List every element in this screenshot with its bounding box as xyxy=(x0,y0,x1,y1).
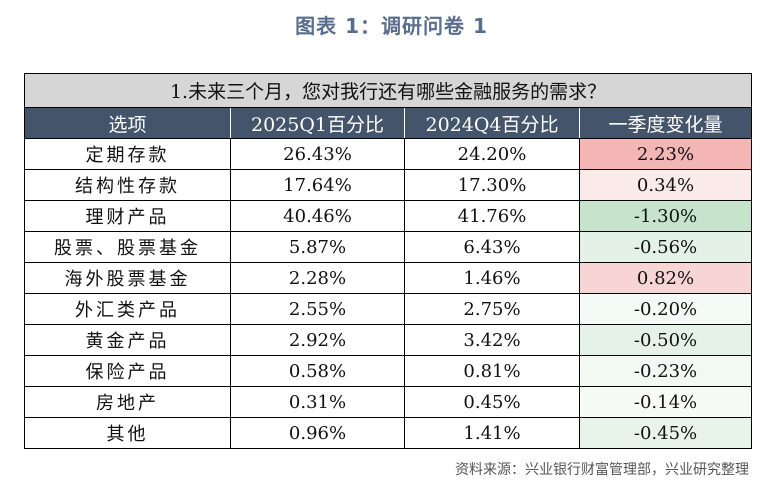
change-value-cell: 2.23% xyxy=(578,138,753,170)
table-row: 黄金产品 2.92% 3.42% -0.50% xyxy=(24,324,753,356)
question-row: 1.未来三个月，您对我行还有哪些金融服务的需求？ xyxy=(23,73,753,108)
option-cell: 黄金产品 xyxy=(24,324,231,356)
table-row: 外汇类产品 2.55% 2.75% -0.20% xyxy=(24,293,753,325)
header-2024q4: 2024Q4百分比 xyxy=(404,107,580,139)
change-value-cell: -1.30% xyxy=(578,200,753,232)
change-value-cell: 0.34% xyxy=(578,169,753,201)
change-value-cell: -0.23% xyxy=(578,355,753,387)
change-value-cell: 0.82% xyxy=(578,262,753,294)
option-cell: 保险产品 xyxy=(24,355,231,387)
survey-table: 1.未来三个月，您对我行还有哪些金融服务的需求？ 选项 2025Q1百分比 20… xyxy=(23,73,753,449)
header-2025q1: 2025Q1百分比 xyxy=(230,107,405,139)
q4-value-cell: 1.46% xyxy=(404,262,580,294)
change-value-cell: -0.14% xyxy=(578,386,753,418)
q1-value-cell: 2.28% xyxy=(230,262,405,294)
q4-value-cell: 1.41% xyxy=(404,417,580,449)
q1-value-cell: 2.92% xyxy=(230,324,405,356)
q1-value-cell: 17.64% xyxy=(230,169,405,201)
q1-value-cell: 0.96% xyxy=(230,417,405,449)
option-cell: 结构性存款 xyxy=(24,169,231,201)
q1-value-cell: 2.55% xyxy=(230,293,405,325)
option-cell: 其他 xyxy=(24,417,231,449)
q1-value-cell: 26.43% xyxy=(230,138,405,170)
q4-value-cell: 41.76% xyxy=(404,200,580,232)
change-value-cell: -0.56% xyxy=(578,231,753,263)
header-option: 选项 xyxy=(24,107,231,139)
q4-value-cell: 2.75% xyxy=(404,293,580,325)
table-row: 海外股票基金 2.28% 1.46% 0.82% xyxy=(24,262,753,294)
q4-value-cell: 6.43% xyxy=(404,231,580,263)
option-cell: 理财产品 xyxy=(24,200,231,232)
header-row: 选项 2025Q1百分比 2024Q4百分比 一季度变化量 xyxy=(24,107,753,139)
q1-value-cell: 0.31% xyxy=(230,386,405,418)
table-row: 保险产品 0.58% 0.81% -0.23% xyxy=(24,355,753,387)
q4-value-cell: 0.45% xyxy=(404,386,580,418)
change-value-cell: -0.20% xyxy=(578,293,753,325)
q1-value-cell: 0.58% xyxy=(230,355,405,387)
table-row: 结构性存款 17.64% 17.30% 0.34% xyxy=(24,169,753,201)
change-value-cell: -0.45% xyxy=(578,417,753,449)
option-cell: 外汇类产品 xyxy=(24,293,231,325)
table-row: 其他 0.96% 1.41% -0.45% xyxy=(24,417,753,449)
q4-value-cell: 24.20% xyxy=(404,138,580,170)
q4-value-cell: 0.81% xyxy=(404,355,580,387)
option-cell: 海外股票基金 xyxy=(24,262,231,294)
option-cell: 房地产 xyxy=(24,386,231,418)
q4-value-cell: 17.30% xyxy=(404,169,580,201)
figure-title: 图表 1：调研问卷 1 xyxy=(295,14,488,38)
table-row: 理财产品 40.46% 41.76% -1.30% xyxy=(24,200,753,232)
q4-value-cell: 3.42% xyxy=(404,324,580,356)
table-row: 股票、股票基金 5.87% 6.43% -0.56% xyxy=(24,231,753,263)
change-value-cell: -0.50% xyxy=(578,324,753,356)
q1-value-cell: 5.87% xyxy=(230,231,405,263)
option-cell: 股票、股票基金 xyxy=(24,231,231,263)
q1-value-cell: 40.46% xyxy=(230,200,405,232)
option-cell: 定期存款 xyxy=(24,138,231,170)
table-row: 房地产 0.31% 0.45% -0.14% xyxy=(24,386,753,418)
table-row: 定期存款 26.43% 24.20% 2.23% xyxy=(24,138,753,170)
header-change: 一季度变化量 xyxy=(578,107,753,139)
question-text: 1.未来三个月，您对我行还有哪些金融服务的需求？ xyxy=(23,73,753,108)
source-note: 资料来源：兴业银行财富管理部，兴业研究整理 xyxy=(455,462,749,478)
